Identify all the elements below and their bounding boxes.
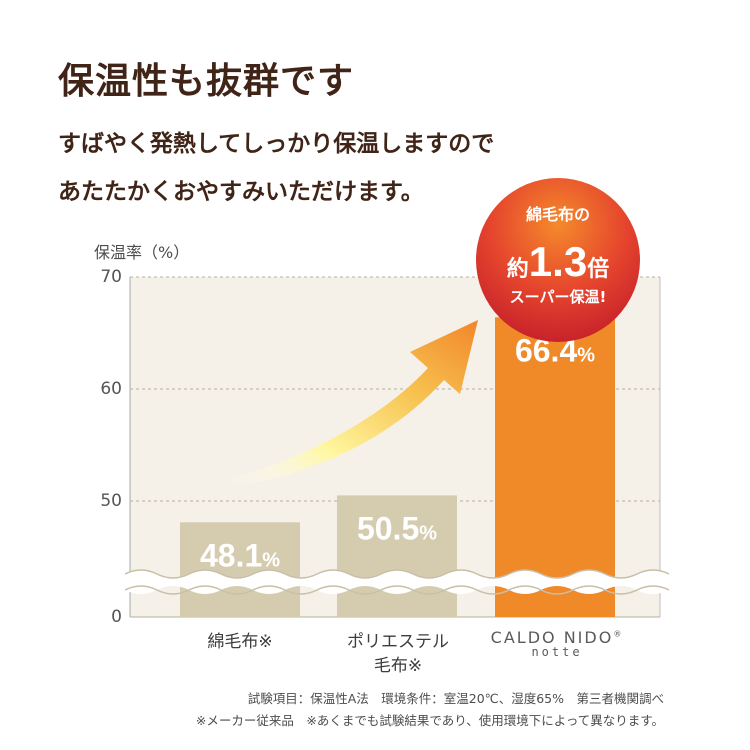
axis-break xyxy=(124,569,670,595)
y-axis-label: 保温率（%） xyxy=(94,243,190,262)
callout-line-1: 綿毛布の xyxy=(526,205,590,224)
brand-subname: notte xyxy=(531,645,583,659)
increase-arrow xyxy=(232,320,478,486)
subtitle-line-1: すばやく発熱してしっかり保温しますので xyxy=(58,131,495,157)
bar-polyester-blanket xyxy=(337,495,457,617)
y-tick-60: 60 xyxy=(100,379,122,399)
value-label-cotton: 48.1% xyxy=(200,537,280,573)
y-tick-0: 0 xyxy=(111,607,122,627)
footnote-test-conditions: 試験項目：保温性A法 環境条件：室温20℃、湿度65% 第三者機関調べ xyxy=(247,691,664,706)
brand-name: CALDO NIDO xyxy=(490,628,614,647)
category-label-cotton: 綿毛布※ xyxy=(207,632,273,652)
page-title: 保温性も抜群です xyxy=(58,61,355,102)
callout-badge: 綿毛布の 約1.3倍 スーパー保温! xyxy=(476,178,640,342)
value-label-polyester: 50.5% xyxy=(357,510,437,546)
y-tick-70: 70 xyxy=(100,267,122,287)
callout-line-2: 約1.3倍 xyxy=(507,238,609,285)
y-tick-50: 50 xyxy=(100,491,122,511)
footnote-disclaimer: ※メーカー従来品 ※あくまでも試験結果であり、使用環境下によって異なります。 xyxy=(195,713,664,728)
bar-caldo-nido-notte xyxy=(495,317,615,617)
callout-line-3: スーパー保温! xyxy=(510,288,607,306)
subtitle-line-2: あたたかくおやすみいただけます。 xyxy=(58,179,424,205)
brand-registered-mark: ® xyxy=(613,629,624,639)
category-label-polyester: ポリエステル 毛布※ xyxy=(347,632,449,676)
category-label-brand: CALDO NIDO® notte xyxy=(472,628,642,659)
